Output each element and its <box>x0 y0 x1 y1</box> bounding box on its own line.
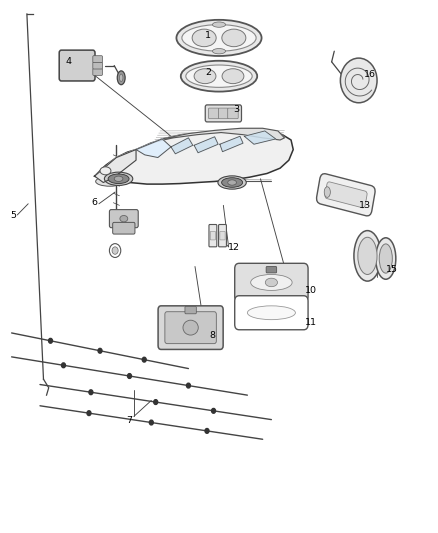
Circle shape <box>61 363 65 368</box>
Polygon shape <box>220 136 243 152</box>
Text: 8: 8 <box>209 331 215 340</box>
FancyBboxPatch shape <box>93 56 102 62</box>
Text: 1: 1 <box>205 31 211 40</box>
Ellipse shape <box>222 29 246 47</box>
Polygon shape <box>194 137 218 153</box>
FancyBboxPatch shape <box>158 306 223 350</box>
Ellipse shape <box>114 176 123 181</box>
Polygon shape <box>95 130 293 184</box>
Polygon shape <box>136 128 285 150</box>
Circle shape <box>87 411 91 416</box>
Ellipse shape <box>104 172 133 185</box>
FancyBboxPatch shape <box>59 50 95 81</box>
Circle shape <box>154 400 158 405</box>
Circle shape <box>340 58 377 103</box>
FancyBboxPatch shape <box>113 222 135 234</box>
FancyBboxPatch shape <box>235 263 308 302</box>
Circle shape <box>49 338 53 343</box>
Ellipse shape <box>100 167 111 175</box>
Ellipse shape <box>212 49 226 54</box>
Text: 15: 15 <box>385 265 397 273</box>
Ellipse shape <box>379 244 392 273</box>
Ellipse shape <box>358 237 377 274</box>
FancyBboxPatch shape <box>228 108 238 119</box>
Ellipse shape <box>324 187 330 197</box>
FancyBboxPatch shape <box>165 312 216 344</box>
Text: 4: 4 <box>65 58 71 66</box>
Ellipse shape <box>183 320 198 335</box>
Circle shape <box>142 357 146 362</box>
Ellipse shape <box>120 215 128 222</box>
FancyBboxPatch shape <box>235 296 308 330</box>
Text: 12: 12 <box>228 244 240 253</box>
Ellipse shape <box>222 177 243 187</box>
Ellipse shape <box>182 25 256 51</box>
Ellipse shape <box>228 180 237 185</box>
Text: 11: 11 <box>305 318 317 327</box>
Circle shape <box>112 247 118 254</box>
Ellipse shape <box>108 174 129 183</box>
Ellipse shape <box>194 69 216 84</box>
Ellipse shape <box>218 176 246 189</box>
Ellipse shape <box>222 69 244 84</box>
FancyBboxPatch shape <box>185 306 196 314</box>
Polygon shape <box>244 131 276 144</box>
Text: 16: 16 <box>364 70 376 78</box>
Text: 5: 5 <box>10 212 16 221</box>
FancyBboxPatch shape <box>317 174 375 216</box>
Ellipse shape <box>120 74 123 82</box>
Polygon shape <box>136 139 171 158</box>
Circle shape <box>98 349 102 353</box>
FancyBboxPatch shape <box>210 231 215 240</box>
Text: 3: 3 <box>233 105 240 114</box>
FancyBboxPatch shape <box>93 68 102 75</box>
Ellipse shape <box>354 231 381 281</box>
Ellipse shape <box>247 306 295 320</box>
Text: 6: 6 <box>92 198 98 207</box>
Text: 10: 10 <box>305 286 317 295</box>
Ellipse shape <box>181 61 257 92</box>
Ellipse shape <box>192 29 216 47</box>
FancyBboxPatch shape <box>208 108 219 119</box>
Ellipse shape <box>376 238 396 279</box>
Circle shape <box>127 374 131 378</box>
FancyBboxPatch shape <box>93 62 102 69</box>
Circle shape <box>187 383 191 388</box>
Ellipse shape <box>212 22 226 27</box>
Text: 2: 2 <box>205 68 211 77</box>
Text: 13: 13 <box>359 201 371 210</box>
Ellipse shape <box>251 274 292 290</box>
FancyBboxPatch shape <box>205 105 241 122</box>
FancyBboxPatch shape <box>209 224 217 247</box>
Text: 7: 7 <box>127 416 132 425</box>
Ellipse shape <box>177 20 261 56</box>
Ellipse shape <box>265 278 278 287</box>
FancyBboxPatch shape <box>325 182 367 208</box>
Polygon shape <box>171 138 193 154</box>
Circle shape <box>149 420 153 425</box>
Circle shape <box>89 390 93 394</box>
Ellipse shape <box>186 65 252 87</box>
Polygon shape <box>95 150 136 182</box>
Circle shape <box>212 408 215 413</box>
FancyBboxPatch shape <box>266 266 277 273</box>
Ellipse shape <box>117 71 125 85</box>
FancyBboxPatch shape <box>219 108 228 119</box>
FancyBboxPatch shape <box>220 231 225 240</box>
Circle shape <box>110 244 121 257</box>
FancyBboxPatch shape <box>110 209 138 228</box>
Ellipse shape <box>95 176 124 186</box>
FancyBboxPatch shape <box>219 224 226 247</box>
Circle shape <box>205 429 209 433</box>
